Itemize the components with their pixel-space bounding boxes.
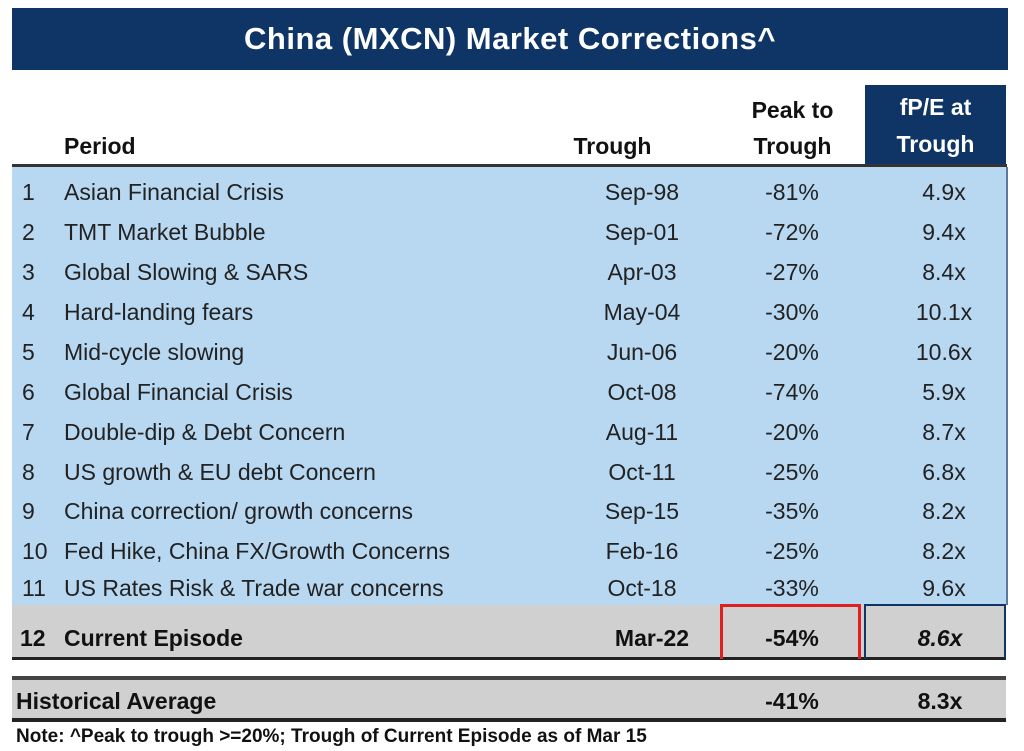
cell-fpe: 8.7x bbox=[922, 419, 966, 445]
table-row: 8 US growth & EU debt Concern Oct-11 -25% 6.… bbox=[12, 453, 1006, 493]
cell-peak-to-trough: -72% bbox=[765, 219, 819, 245]
cell-fpe: 8.2x bbox=[922, 538, 966, 564]
cell-num: 4 bbox=[22, 299, 35, 325]
cell-fpe: 5.9x bbox=[922, 379, 966, 405]
table-row: 10 Fed Hike, China FX/Growth Concerns Feb-… bbox=[12, 532, 1006, 572]
table-row: 2 TMT Market Bubble Sep-01 -72% 9.4x bbox=[12, 213, 1006, 253]
average-peak-to-trough: -41% bbox=[765, 688, 819, 714]
cell-fpe: 10.1x bbox=[915, 299, 973, 325]
table-row: 3 Global Slowing & SARS Apr-03 -27% 8.4x bbox=[12, 253, 1006, 293]
table-row: 6 Global Financial Crisis Oct-08 -74% 5.9x bbox=[12, 373, 1006, 413]
cell-period: Hard-landing fears bbox=[64, 299, 254, 325]
cell-trough: Oct-18 bbox=[607, 575, 677, 601]
cell-fpe: 6.8x bbox=[922, 459, 966, 485]
cell-fpe: 9.4x bbox=[922, 219, 966, 245]
cell-peak-to-trough: -25% bbox=[765, 459, 819, 485]
cell-num: 12 bbox=[20, 625, 46, 651]
header-fpe: fP/E at Trough bbox=[865, 85, 1006, 165]
cell-num: 3 bbox=[22, 259, 35, 285]
cell-period: Fed Hike, China FX/Growth Concerns bbox=[64, 538, 451, 564]
cell-peak-to-trough: -33% bbox=[765, 575, 819, 601]
cell-peak-to-trough: -81% bbox=[765, 179, 819, 205]
cell-trough: Aug-11 bbox=[605, 419, 679, 445]
cell-num: 5 bbox=[22, 339, 35, 365]
cell-peak-to-trough: -20% bbox=[765, 339, 819, 365]
cell-period: Mid-cycle slowing bbox=[64, 339, 245, 365]
cell-period: Asian Financial Crisis bbox=[64, 179, 284, 205]
cell-fpe: 8.6x bbox=[917, 625, 963, 651]
table-row: 5 Mid-cycle slowing Jun-06 -20% 10.6x bbox=[12, 333, 1006, 373]
cell-period: Current Episode bbox=[64, 625, 243, 651]
table-row: 4 Hard-landing fears May-04 -30% 10.1x bbox=[12, 293, 1006, 333]
cell-peak-to-trough: -54% bbox=[765, 625, 819, 651]
cell-peak-to-trough: -74% bbox=[765, 379, 819, 405]
cell-fpe: 10.6x bbox=[915, 339, 973, 365]
cell-peak-to-trough: -35% bbox=[765, 498, 819, 524]
cell-trough: Mar-22 bbox=[614, 625, 690, 651]
cell-num: 11 bbox=[22, 575, 46, 601]
cell-peak-to-trough: -25% bbox=[765, 538, 819, 564]
cell-num: 8 bbox=[22, 459, 35, 485]
cell-trough: Jun-06 bbox=[606, 339, 678, 365]
cell-peak-to-trough: -30% bbox=[765, 299, 819, 325]
header-peak-to-trough-2: Trough bbox=[753, 133, 832, 159]
cell-period: TMT Market Bubble bbox=[64, 219, 266, 245]
cell-peak-to-trough: -27% bbox=[765, 259, 819, 285]
cell-period: Global Slowing & SARS bbox=[64, 259, 309, 285]
cell-trough: Feb-16 bbox=[605, 538, 679, 564]
cell-fpe: 8.4x bbox=[922, 259, 966, 285]
cell-period: US growth & EU debt Concern bbox=[64, 459, 376, 485]
header-peak-to-trough-1: Peak to bbox=[751, 97, 834, 123]
cell-trough: Oct-08 bbox=[607, 379, 677, 405]
cell-fpe: 8.2x bbox=[922, 498, 966, 524]
cell-num: 7 bbox=[22, 419, 35, 445]
cell-num: 10 bbox=[22, 538, 48, 564]
header-fpe-2: Trough bbox=[896, 131, 975, 157]
highlight-box-red bbox=[720, 604, 861, 659]
header-divider bbox=[12, 164, 1007, 167]
header-period: Period bbox=[64, 133, 136, 159]
cell-peak-to-trough: -20% bbox=[765, 419, 819, 445]
cell-period: Global Financial Crisis bbox=[64, 379, 293, 405]
historical-average-row: Historical Average -41% 8.3x bbox=[12, 676, 1006, 722]
cell-num: 1 bbox=[22, 179, 35, 205]
cell-trough: Oct-11 bbox=[608, 459, 676, 485]
header-fpe-1: fP/E at bbox=[899, 94, 972, 120]
table-row: 1 Asian Financial Crisis Sep-98 -81% 4.9x bbox=[12, 173, 1006, 213]
table-row: 11 US Rates Risk & Trade war concerns Oct-… bbox=[12, 569, 1006, 609]
cell-period: China correction/ growth concerns bbox=[64, 498, 413, 524]
cell-fpe: 9.6x bbox=[922, 575, 966, 601]
cell-trough: Apr-03 bbox=[607, 259, 677, 285]
average-label: Historical Average bbox=[16, 688, 217, 714]
cell-trough: Sep-01 bbox=[604, 219, 680, 245]
table-title: China (MXCN) Market Corrections^ bbox=[12, 8, 1008, 70]
average-fpe: 8.3x bbox=[917, 688, 963, 714]
highlight-box-blue bbox=[864, 604, 1006, 659]
footnote: Note: ^Peak to trough >=20%; Trough of C… bbox=[16, 726, 647, 747]
cell-period: Double-dip & Debt Concern bbox=[64, 419, 346, 445]
header-trough: Trough bbox=[573, 133, 652, 159]
table-row: 7 Double-dip & Debt Concern Aug-11 -20% 8.7x bbox=[12, 413, 1006, 453]
cell-num: 6 bbox=[22, 379, 35, 405]
cell-trough: May-04 bbox=[603, 299, 681, 325]
cell-period: US Rates Risk & Trade war concerns bbox=[64, 575, 444, 601]
cell-num: 2 bbox=[22, 219, 35, 245]
cell-trough: Sep-98 bbox=[604, 179, 680, 205]
cell-num: 9 bbox=[22, 498, 35, 524]
cell-trough: Sep-15 bbox=[604, 498, 680, 524]
current-episode-row: 12 Current Episode Mar-22 -54% 8.6x bbox=[12, 605, 1006, 660]
table-row: 9 China correction/ growth concerns Sep-15… bbox=[12, 492, 1006, 532]
cell-fpe: 4.9x bbox=[922, 179, 966, 205]
table-body bbox=[12, 167, 1008, 605]
